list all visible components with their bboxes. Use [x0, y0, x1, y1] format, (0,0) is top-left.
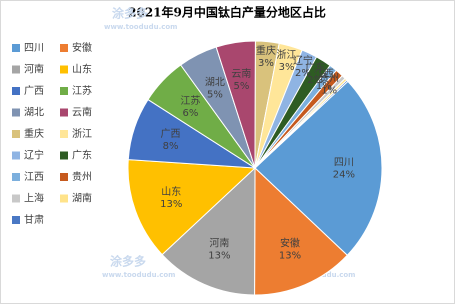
slice-name: 安徽	[280, 237, 300, 250]
slice-name: 江西	[314, 68, 334, 80]
watermark: 涂多多	[110, 254, 146, 269]
slice-value: 3%	[279, 62, 295, 73]
pie-slice	[127, 159, 257, 256]
pie-slice	[254, 79, 349, 169]
slice-name: 湖北	[205, 77, 225, 89]
legend-swatch	[12, 87, 20, 95]
legend-label: 甘肃	[24, 213, 44, 226]
slice-value: 6%	[182, 108, 198, 119]
legend-swatch	[12, 151, 20, 160]
legend-label: 安徽	[72, 41, 92, 54]
legend-label: 山东	[72, 63, 92, 76]
legend-swatch	[12, 65, 20, 74]
legend-label: 贵州	[72, 170, 92, 183]
legend-swatch	[12, 44, 20, 52]
slice-value: 1%	[316, 81, 332, 92]
legend-swatch	[60, 151, 68, 160]
slice-name: 广西	[161, 128, 181, 140]
slice-value: 8%	[163, 141, 179, 152]
pie-slice	[254, 80, 383, 256]
watermark: 涂多多	[112, 6, 148, 21]
slice-value: 3%	[258, 58, 274, 69]
legend-swatch	[60, 130, 68, 138]
legend-label: 重庆	[24, 127, 44, 140]
slice-value: 13%	[279, 251, 301, 262]
slice-value: 1%	[321, 85, 337, 96]
slice-name: 四川	[334, 157, 354, 168]
slice-value: 13%	[160, 199, 182, 210]
legend-swatch	[60, 65, 68, 74]
legend-swatch	[12, 130, 20, 138]
slice-name: 云南	[231, 67, 251, 80]
slice-name: 江苏	[180, 94, 200, 107]
legend-label: 上海	[24, 192, 44, 205]
watermark: www.toodudu.com	[104, 23, 177, 31]
legend-swatch	[12, 216, 20, 224]
legend-label: 江西	[24, 171, 44, 183]
slice-name: 浙江	[277, 49, 297, 61]
legend-label: 江苏	[72, 84, 92, 97]
legend-label: 广东	[72, 149, 92, 162]
legend-label: 辽宁	[24, 149, 44, 162]
watermark: www.toodudu.com	[102, 271, 175, 279]
legend-label: 浙江	[72, 128, 92, 140]
slice-value: 5%	[207, 90, 223, 101]
slice-name: 山东	[161, 185, 181, 198]
slice-name: 贵州	[319, 71, 339, 84]
legend-swatch	[60, 108, 68, 117]
legend-label: 湖南	[72, 192, 92, 205]
legend-swatch	[12, 194, 20, 203]
slice-name: 重庆	[256, 44, 276, 57]
chart-title: 2021年9月中国钛白产量分地区占比	[128, 5, 326, 20]
slice-value: 2%	[295, 68, 311, 79]
pie-slice	[254, 166, 348, 296]
legend-label: 湖北	[24, 107, 44, 119]
slice-value: 13%	[208, 250, 230, 261]
slice-value: 5%	[233, 81, 249, 92]
legend-swatch	[60, 173, 68, 181]
legend-swatch	[12, 108, 20, 117]
legend-swatch	[12, 173, 20, 181]
legend-swatch	[60, 44, 68, 52]
legend-label: 四川	[24, 43, 44, 54]
slice-value: 24%	[333, 169, 355, 180]
slice-value: 2%	[307, 75, 323, 86]
legend-label: 广西	[24, 85, 44, 97]
slice-name: 河南	[209, 236, 229, 249]
legend-label: 河南	[24, 63, 44, 76]
legend-swatch	[60, 87, 68, 95]
slice-name: 广东	[305, 61, 325, 74]
pie-slice	[161, 166, 256, 296]
legend-swatch	[60, 194, 68, 203]
slice-name: 辽宁	[293, 54, 313, 67]
legend-label: 云南	[72, 106, 92, 119]
